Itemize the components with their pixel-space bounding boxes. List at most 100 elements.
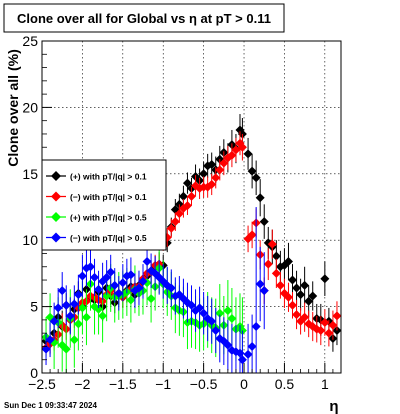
data-point <box>219 158 229 168</box>
x-tick-label: −1 <box>155 376 171 392</box>
legend-label: (+) with pT/|q| > 0.5 <box>70 213 147 223</box>
data-point <box>255 279 265 289</box>
y-tick-label: 25 <box>22 33 38 49</box>
data-point <box>182 201 192 211</box>
data-point <box>328 320 338 330</box>
y-tick-label: 5 <box>30 299 38 315</box>
x-axis-label: η <box>329 398 338 414</box>
data-point <box>300 280 310 290</box>
data-point <box>142 256 152 266</box>
data-point <box>61 300 71 310</box>
data-point <box>243 149 253 159</box>
data-point <box>304 296 314 306</box>
data-point <box>259 217 269 227</box>
data-point <box>316 326 326 336</box>
legend-marker <box>51 212 61 222</box>
legend-item: (+) with pT/|q| > 0.5 <box>46 212 147 223</box>
data-point <box>81 312 91 322</box>
x-tick-label: −2.5 <box>28 376 56 392</box>
data-point <box>308 291 318 301</box>
data-point <box>332 311 342 321</box>
data-point <box>324 328 334 338</box>
data-point <box>73 290 83 300</box>
data-point <box>223 306 233 316</box>
data-point <box>178 191 188 201</box>
data-point <box>292 310 302 320</box>
data-point <box>187 191 196 201</box>
data-point <box>207 179 217 189</box>
data-point <box>182 178 192 188</box>
data-point <box>271 268 281 278</box>
data-point <box>94 304 104 314</box>
data-point <box>267 239 277 249</box>
data-point <box>69 335 79 345</box>
data-point <box>300 312 310 322</box>
data-point <box>45 335 55 345</box>
data-point <box>296 290 306 300</box>
data-point <box>288 300 298 310</box>
data-point <box>271 251 281 261</box>
data-point <box>215 165 225 175</box>
data-point <box>166 223 176 233</box>
legend-label: (−) with pT/|q| > 0.5 <box>70 233 147 243</box>
data-point <box>237 142 247 152</box>
legend-box <box>41 159 167 251</box>
data-point <box>275 280 285 290</box>
data-point <box>102 291 112 301</box>
legend-item: (+) with pT/|q| > 0.1 <box>46 171 147 182</box>
data-point <box>199 308 209 318</box>
data-point <box>283 292 293 302</box>
data-point <box>126 295 136 305</box>
series-layer <box>41 114 342 373</box>
data-point <box>77 271 87 281</box>
x-tick-label: 0.5 <box>275 376 295 392</box>
data-point <box>114 288 124 298</box>
data-point <box>251 322 261 332</box>
data-point <box>57 286 67 296</box>
data-point <box>57 340 67 350</box>
data-point <box>118 278 128 288</box>
data-point <box>251 173 261 183</box>
data-point <box>263 259 273 269</box>
series-4 <box>41 207 269 373</box>
data-point <box>166 283 176 293</box>
data-point <box>85 262 95 272</box>
data-point <box>102 272 112 282</box>
data-point <box>98 311 108 321</box>
data-point <box>90 272 100 282</box>
legend: (+) with pT/|q| > 0.1 (−) with pT/|q| > 0… <box>41 159 167 251</box>
legend-marker <box>51 191 61 202</box>
x-tick-label: −2 <box>74 376 90 392</box>
data-point <box>288 275 298 285</box>
title-box <box>3 3 285 33</box>
data-point <box>207 160 217 170</box>
data-point <box>227 150 237 160</box>
data-point <box>320 274 330 284</box>
data-point <box>247 230 257 240</box>
legend-label: (+) with pT/|q| > 0.1 <box>70 172 147 182</box>
data-point <box>231 145 241 155</box>
data-point <box>174 209 184 219</box>
data-point <box>61 344 71 354</box>
legend-item: (−) with pT/|q| > 0.1 <box>46 191 147 202</box>
chart-title: Clone over all for Global vs η at pT > 0… <box>17 11 271 26</box>
data-point <box>211 326 221 336</box>
data-point <box>138 276 148 286</box>
data-point <box>195 303 205 313</box>
data-point <box>106 267 116 277</box>
x-tick-label: −0.5 <box>190 376 218 392</box>
data-point <box>199 169 209 179</box>
data-point <box>247 166 257 176</box>
data-point <box>247 341 257 351</box>
data-point <box>223 340 233 350</box>
y-tick-label: 15 <box>22 166 38 182</box>
legend-marker <box>51 232 61 243</box>
data-point <box>187 300 196 310</box>
data-point <box>69 299 79 309</box>
data-point <box>170 217 180 227</box>
x-tick-label: 1 <box>321 376 329 392</box>
data-point <box>94 284 104 294</box>
data-point <box>227 314 237 324</box>
data-point <box>77 303 87 313</box>
